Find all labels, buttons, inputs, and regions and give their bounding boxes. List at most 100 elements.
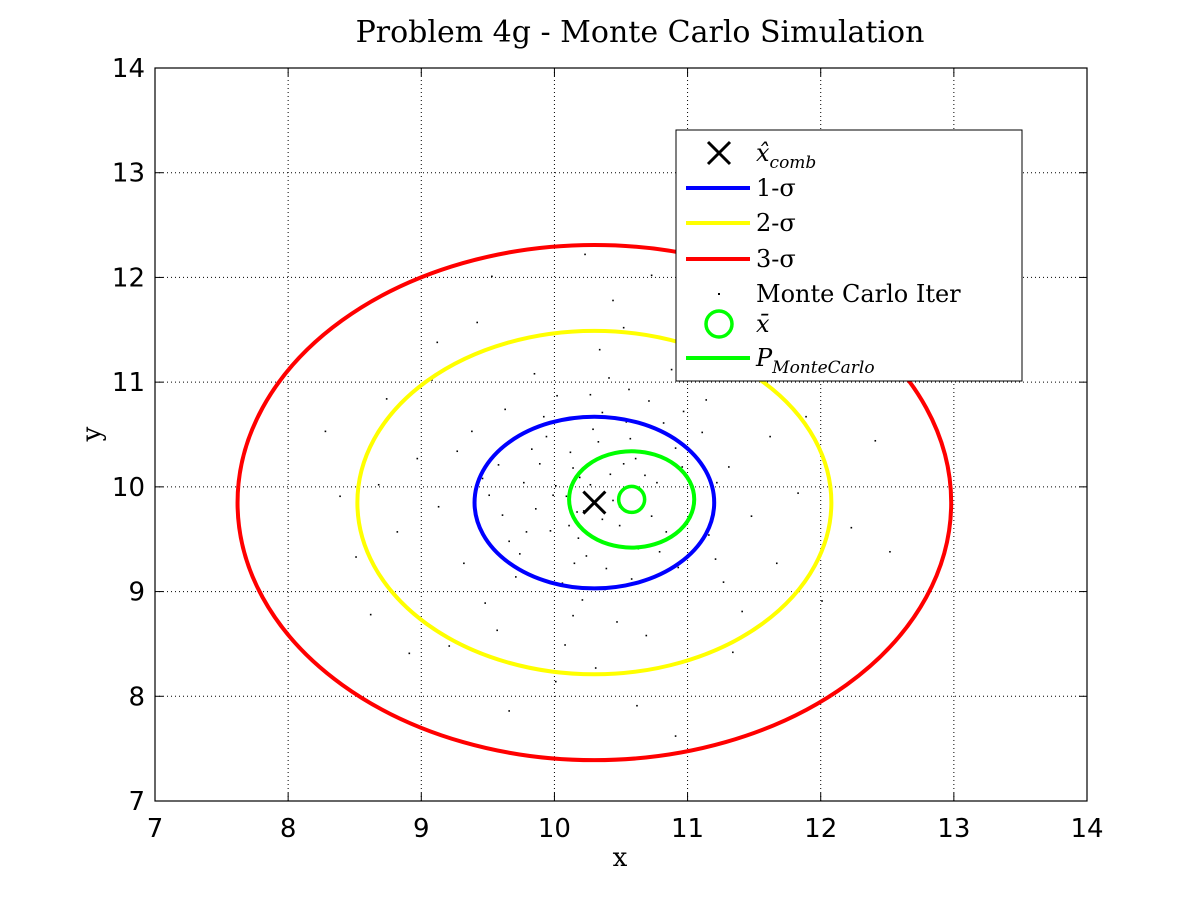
y-tick-label: 7 — [128, 787, 145, 817]
mc-point — [572, 614, 574, 617]
mc-point — [436, 341, 439, 344]
mc-point — [491, 275, 493, 278]
mc-point — [644, 474, 646, 477]
mc-point — [481, 477, 484, 480]
legend-label-sigma1: 1-σ — [756, 174, 796, 202]
chart-title: Problem 4g - Monte Carlo Simulation — [356, 15, 925, 50]
mc-point — [565, 495, 568, 498]
mc-point — [569, 451, 572, 454]
y-tick-label: 11 — [112, 368, 145, 398]
mc-point — [431, 379, 433, 381]
x-tick-label: 11 — [671, 814, 704, 844]
mc-point — [339, 495, 341, 498]
ellipse-3 — [567, 449, 697, 550]
mc-point — [662, 422, 665, 424]
y-tick-label: 10 — [112, 473, 145, 503]
ellipse-1 — [355, 328, 834, 677]
mc-point — [552, 494, 554, 497]
mc-point — [501, 514, 504, 516]
markers — [582, 484, 647, 515]
mc-point — [670, 368, 673, 371]
mc-point — [578, 476, 581, 479]
mc-point — [601, 411, 604, 414]
mc-point — [650, 515, 653, 517]
legend-box — [675, 129, 1023, 382]
ellipses — [235, 242, 954, 763]
mc-point — [437, 505, 440, 508]
y-tick-label: 12 — [112, 263, 145, 293]
y-tick-labels: 7 8 9 10 11 12 13 14 — [112, 54, 145, 817]
mc-point — [564, 644, 566, 646]
mc-point — [497, 464, 500, 466]
mc-point — [448, 645, 451, 647]
mc-point — [377, 483, 380, 486]
mc-point — [674, 735, 677, 737]
mc-point — [577, 537, 580, 539]
mc-point — [515, 576, 517, 578]
y-tick-label: 14 — [112, 54, 145, 84]
mc-point — [708, 534, 710, 536]
mc-point — [504, 408, 506, 411]
mc-point — [821, 600, 823, 602]
mc-point — [629, 437, 632, 440]
mc-point — [573, 562, 576, 565]
mc-point — [741, 610, 743, 613]
mc-point — [554, 485, 557, 487]
mc-point — [682, 410, 685, 413]
mc-point — [656, 481, 658, 484]
mc-point — [769, 435, 771, 438]
mc-point — [589, 483, 592, 486]
mc-point — [523, 481, 525, 484]
legend-marker-xcomb — [706, 140, 732, 166]
legend-label-pmc: PMonteCarlo — [755, 344, 875, 378]
mc-point — [598, 348, 601, 351]
mc-point — [369, 613, 372, 616]
mc-point — [622, 326, 625, 329]
mc-point — [658, 550, 661, 553]
mc-point — [618, 524, 621, 527]
mc-point — [677, 566, 680, 569]
mc-point — [722, 581, 725, 583]
mc-point — [612, 499, 614, 502]
mc-point — [612, 299, 614, 302]
mc-point — [456, 450, 459, 453]
mc-point — [594, 667, 597, 669]
x-tick-label: 7 — [147, 814, 164, 844]
legend-marker-xbar — [704, 309, 734, 339]
mc-point — [476, 321, 479, 324]
mc-point — [525, 531, 528, 533]
mc-point — [605, 567, 608, 570]
mc-point — [545, 435, 548, 438]
mc-point — [508, 540, 510, 543]
mc-point — [630, 578, 633, 580]
mc-point — [705, 399, 708, 401]
x-bar-marker — [616, 484, 647, 515]
mc-point — [408, 652, 411, 655]
mc-point — [416, 457, 419, 460]
mc-point — [519, 553, 521, 555]
mc-point — [568, 524, 570, 527]
mc-point — [701, 431, 704, 434]
mc-point — [732, 651, 734, 654]
x-tick-label: 9 — [413, 814, 430, 844]
x-tick-label: 8 — [280, 814, 297, 844]
mc-point — [750, 515, 753, 517]
mc-point — [665, 531, 668, 533]
mc-point — [488, 494, 490, 497]
mc-point — [592, 428, 594, 431]
legend-label-sigma3: 3-σ — [756, 245, 796, 273]
x-tick-label: 13 — [937, 814, 970, 844]
mc-point — [581, 599, 584, 601]
y-tick-label: 8 — [128, 682, 145, 712]
ellipse-2 — [235, 242, 954, 763]
mc-point — [471, 430, 473, 433]
legend-marker-mc — [718, 293, 720, 295]
x-tick-label: 10 — [538, 814, 571, 844]
mc-point — [608, 377, 610, 379]
mc-point — [874, 439, 877, 442]
mc-point — [597, 441, 600, 443]
mc-point — [628, 388, 630, 391]
mc-point — [681, 466, 684, 468]
